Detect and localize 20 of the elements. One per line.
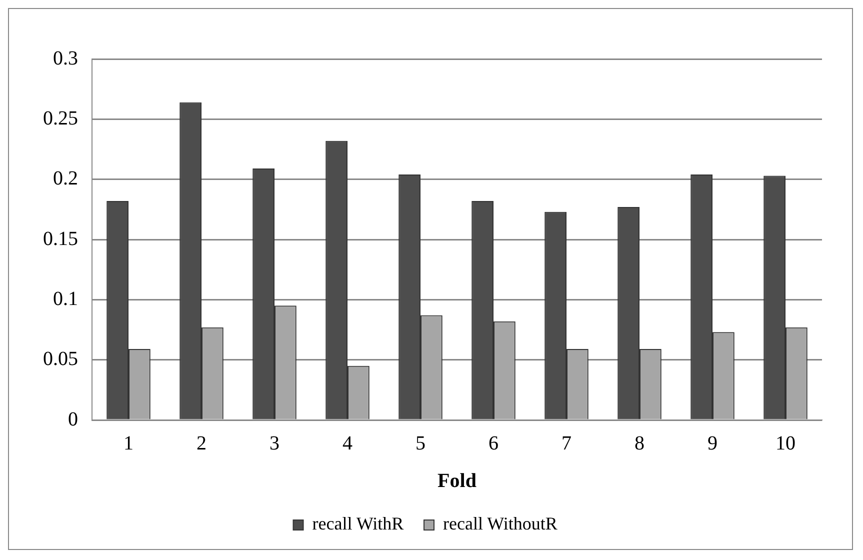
x-axis-title: Fold bbox=[438, 470, 476, 492]
y-tick-label: 0.2 bbox=[53, 168, 78, 190]
x-tick-label: 7 bbox=[562, 432, 572, 454]
y-tick-label: 0.15 bbox=[43, 228, 78, 250]
legend-label: recall WithR bbox=[312, 514, 404, 534]
x-tick-label: 6 bbox=[488, 432, 498, 454]
x-tick-label: 10 bbox=[776, 432, 796, 454]
x-tick-label: 3 bbox=[270, 432, 280, 454]
y-tick-label: 0 bbox=[68, 408, 78, 430]
y-tick-label: 0.1 bbox=[53, 288, 78, 310]
x-tick-label: 9 bbox=[708, 432, 718, 454]
y-tick-label: 0.3 bbox=[53, 47, 78, 70]
x-tick-label: 5 bbox=[416, 432, 426, 454]
x-tick-label: 2 bbox=[196, 432, 206, 454]
x-tick-label: 4 bbox=[342, 432, 352, 454]
x-tick-label: 1 bbox=[124, 432, 134, 454]
x-tick-label: 8 bbox=[634, 432, 644, 454]
y-tick-label: 0.25 bbox=[43, 107, 78, 130]
legend-label: recall WithoutR bbox=[443, 514, 558, 534]
y-tick-label: 0.05 bbox=[43, 348, 78, 370]
